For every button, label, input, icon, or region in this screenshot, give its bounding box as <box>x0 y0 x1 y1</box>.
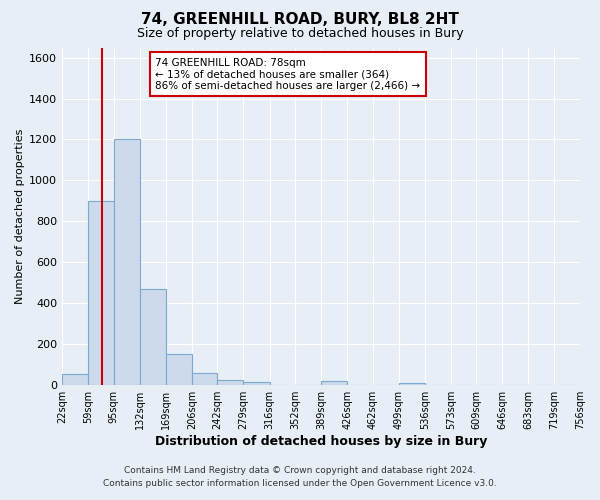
Bar <box>62 374 88 384</box>
Bar <box>321 380 347 384</box>
Bar <box>113 140 140 384</box>
Y-axis label: Number of detached properties: Number of detached properties <box>15 128 25 304</box>
Bar <box>244 382 269 384</box>
Text: Size of property relative to detached houses in Bury: Size of property relative to detached ho… <box>137 28 463 40</box>
Bar <box>217 380 244 384</box>
Bar <box>88 201 113 384</box>
Text: Contains HM Land Registry data © Crown copyright and database right 2024.
Contai: Contains HM Land Registry data © Crown c… <box>103 466 497 487</box>
Bar <box>166 354 192 384</box>
Bar <box>398 382 425 384</box>
Text: 74 GREENHILL ROAD: 78sqm
← 13% of detached houses are smaller (364)
86% of semi-: 74 GREENHILL ROAD: 78sqm ← 13% of detach… <box>155 58 421 91</box>
X-axis label: Distribution of detached houses by size in Bury: Distribution of detached houses by size … <box>155 434 487 448</box>
Bar <box>140 288 166 384</box>
Text: 74, GREENHILL ROAD, BURY, BL8 2HT: 74, GREENHILL ROAD, BURY, BL8 2HT <box>141 12 459 28</box>
Bar <box>192 374 217 384</box>
